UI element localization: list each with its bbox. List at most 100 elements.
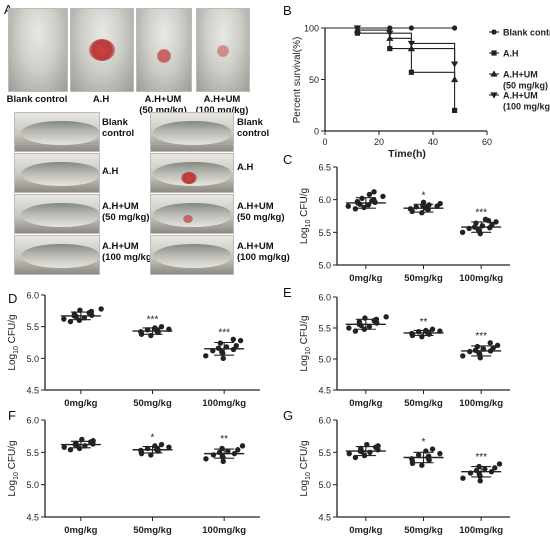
survival-curve: [325, 27, 456, 65]
plot-g-data-point: [346, 450, 352, 457]
side-right-label-ah-um-50: A.H+UM (50 mg/kg): [237, 201, 285, 223]
plot-g-data-point: [364, 441, 370, 448]
plot-c-data-point: [359, 195, 365, 202]
plot-c-data-point: [380, 193, 386, 200]
plot-d-y-tick-label: 5.5: [26, 322, 39, 332]
plot-f-data-point: [79, 436, 85, 443]
survival-x-axis-label: Time(h): [388, 148, 426, 160]
plot-e-data-point: [366, 324, 373, 330]
plot-g-data-point: [437, 450, 443, 457]
plot-f-data-point: [219, 445, 225, 452]
plot-g-y-tick-label: 5.5: [318, 448, 331, 458]
plot-f-y-tick-label: 4.5: [26, 513, 39, 523]
plot-e-y-tick-label: 5.0: [318, 355, 331, 365]
survival-point: [386, 30, 394, 37]
plot-d-data-point: [203, 353, 209, 359]
plot-e-data-point: [373, 316, 380, 323]
plot-f-y-tick-label: 5.0: [26, 480, 39, 490]
plot-c-significance: *: [422, 190, 426, 201]
plot-e-category-label: 100mg/kg: [459, 398, 503, 409]
side-label-ah: A.H: [102, 166, 118, 177]
plot-d-y-tick-label: 5.0: [26, 354, 39, 364]
fish-body: [153, 244, 231, 268]
plot-d-category-label: 100mg/kg: [202, 398, 246, 409]
head-label-ah-um-100: A.H+UM (100 mg/kg): [190, 94, 254, 116]
plot-c-data-point: [371, 189, 377, 195]
plot-d-data-point: [233, 342, 239, 349]
plot-d-data-point: [77, 307, 83, 313]
photo-head-ah-um-50: [136, 8, 192, 92]
side-right-label-ah: A.H: [237, 162, 253, 173]
plot-c-data-point: [482, 216, 489, 222]
plot-f-significance: **: [220, 434, 228, 445]
photo-head-ah: [70, 8, 134, 92]
plot-d-data-point: [158, 323, 165, 330]
photo-side-blank-control: [14, 112, 100, 152]
plot-d-data-point: [220, 355, 226, 362]
side-right-label-ah-um-100: A.H+UM (100 mg/kg): [237, 241, 290, 263]
survival-point: [386, 34, 394, 41]
plot-c-y-tick-label: 5.0: [318, 261, 331, 271]
survival-x-tick-label: 60: [482, 137, 492, 147]
legend-label: (100 mg/kg): [503, 102, 550, 112]
panel-letter-f: F: [8, 408, 16, 423]
plot-f-data-point: [225, 448, 231, 454]
plot-f-data-point: [158, 441, 165, 448]
plot-g-data-point: [492, 465, 498, 471]
plot-c-y-tick-label: 6.0: [318, 195, 331, 205]
plot-e-data-point: [362, 315, 368, 321]
plot-c-data-point: [459, 229, 466, 236]
side-label-ah-um-100: A.H+UM (100 mg/kg): [102, 241, 155, 263]
plot-d-y-axis-label: Log10 CFU/g: [7, 314, 20, 370]
survival-point: [354, 30, 360, 36]
plot-e-y-tick-label: 6.0: [318, 293, 331, 303]
plot-g-category-label: 0mg/kg: [349, 525, 382, 536]
plot-e-category-label: 0mg/kg: [349, 398, 382, 409]
fish-body: [153, 203, 231, 227]
panel-letter-b: B: [283, 3, 292, 18]
plot-d-data-point: [61, 316, 67, 322]
legend-label: A.H+UM: [503, 91, 538, 101]
fish-body: [21, 203, 99, 227]
legend-label: A.H: [503, 49, 519, 59]
plot-e-data-point: [490, 345, 496, 351]
plot-e-data-point: [460, 353, 466, 359]
plot-e-significance: **: [420, 317, 428, 328]
survival-point: [408, 69, 414, 75]
side-right-label-blank-control-text: Blank control: [237, 117, 270, 139]
plot-f-data-point: [235, 447, 241, 453]
survival-point: [407, 45, 415, 52]
side-label-blank-control: Blank control: [102, 117, 134, 139]
survival-x-tick-label: 20: [374, 137, 384, 147]
plot-c-category-label: 100mg/kg: [459, 273, 503, 284]
plot-f-y-axis-label: Log10 CFU/g: [7, 440, 20, 496]
plot-d-data-point: [219, 349, 225, 355]
plot-c-data-point: [473, 220, 479, 226]
plot-c-category-label: 50mg/kg: [404, 273, 443, 284]
plot-d-y-tick-label: 4.5: [26, 386, 39, 396]
side-label-ah-um-100-text: A.H+UM (100 mg/kg): [102, 241, 155, 263]
plot-f-data-point: [148, 452, 154, 458]
plot-d-data-point: [230, 336, 236, 343]
plot-d-data-point: [237, 337, 244, 344]
legend-label: A.H+UM: [503, 70, 538, 80]
plot-e-y-tick-label: 5.5: [318, 324, 331, 334]
plot-c-data-point: [493, 219, 499, 225]
plot-f-category-label: 100mg/kg: [202, 525, 246, 536]
plot-d-data-point: [217, 340, 224, 346]
survival-point: [451, 61, 459, 68]
head-label-ah: A.H: [92, 94, 110, 105]
survival-point: [407, 40, 415, 48]
plot-d-y-tick-label: 6.0: [26, 291, 39, 301]
plot-d-category-label: 0mg/kg: [64, 398, 97, 409]
photo-side-dissected-blank-control: [150, 112, 234, 152]
legend-label: (50 mg/kg): [503, 81, 548, 91]
side-label-ah-um-50-text: A.H+UM (50 mg/kg): [102, 201, 150, 223]
plot-d-data-point: [88, 308, 95, 315]
plot-e-data-point: [429, 326, 436, 332]
plot-g-y-tick-label: 6.0: [318, 416, 331, 426]
plot-f-category-label: 0mg/kg: [64, 525, 97, 536]
side-label-ah-text: A.H: [102, 166, 119, 177]
plot-f-data-point: [61, 444, 67, 450]
